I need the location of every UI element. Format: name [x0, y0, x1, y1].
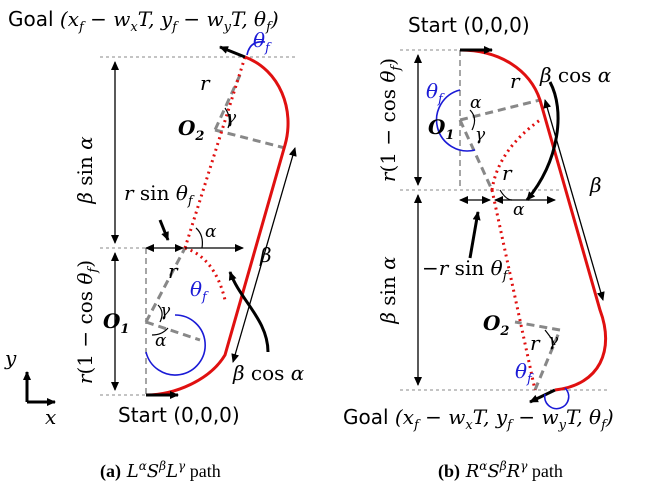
axes-indicator: y x	[4, 346, 56, 429]
r-sin-theta-label-a: r sin θf	[124, 181, 195, 209]
red-dotted-arc-b	[490, 118, 541, 191]
red-path-b	[459, 48, 608, 392]
gamma-label-b: γ	[475, 125, 486, 145]
alpha-arc-a-lower	[151, 327, 169, 336]
r-one-minus-cos-label-a: r(1 − cos θf)	[73, 260, 101, 384]
panel-a: Goal (xf − wxT, yf − wyT, θf) θf r γ O2 …	[8, 7, 305, 482]
theta-arc-goal-b	[543, 387, 570, 410]
goal-heading-arrow-a	[219, 45, 246, 59]
radius-dashed-b-o2-lower	[514, 320, 561, 332]
beta-dimension-b	[543, 99, 605, 301]
beta-cos-alpha-pointer-b	[525, 81, 560, 201]
alpha-label-b-mid: α	[513, 200, 525, 220]
x-axis-label: x	[45, 405, 56, 429]
gamma-label-a-top: γ	[226, 108, 237, 128]
gamma-label-a-bottom: γ	[160, 301, 171, 321]
radius-dashed-o1-lower	[145, 320, 201, 342]
theta-f-o1-a: θf	[190, 277, 209, 305]
red-dotted-straight	[183, 56, 247, 249]
start-label-b: Start (0,0,0)	[408, 13, 530, 37]
neg-r-sin-theta-pointer	[468, 211, 481, 259]
r-sin-theta-pointer	[158, 219, 170, 241]
beta-dimension-a	[231, 147, 297, 363]
o1-label-a: O1	[103, 309, 129, 337]
theta-arc-o1-b	[435, 89, 476, 152]
goal-heading-arrow-b	[529, 388, 556, 404]
alpha-arc-b	[469, 109, 476, 131]
alpha-arc-b-mid	[499, 189, 513, 201]
theta-f-o1-b: θf	[426, 79, 445, 107]
r-label-b-mid: r	[502, 161, 513, 185]
red-dotted-straight-b	[490, 189, 537, 391]
o2-label-b: O2	[483, 311, 509, 339]
theta-arc-o1-a	[145, 314, 206, 376]
o1-label-b: O1	[428, 115, 454, 143]
beta-cos-alpha-pointer-a	[228, 271, 270, 353]
alpha-label-a-bottom: α	[155, 331, 167, 351]
alpha-arc-a-mid	[195, 227, 203, 249]
goal-label-b: Goal (xf − wxT, yf − wyT, θf)	[343, 405, 614, 433]
gamma-label-b-bottom: γ	[548, 331, 559, 351]
panel-b: Start (0,0,0) θf r β cos α α O1 γ r(1 − …	[343, 13, 614, 482]
radius-dashed-o1-upper	[144, 247, 187, 323]
theta-arc-goal-a	[246, 40, 266, 56]
radius-dashed-o2-upper	[213, 74, 242, 131]
caption-b: (b) RαSβRγ path	[438, 459, 563, 482]
gamma-arc-a-upper	[224, 107, 231, 129]
start-label-a: Start (0,0,0)	[118, 403, 240, 427]
goal-label-a: Goal (xf − wxT, yf − wyT, θf)	[8, 7, 279, 35]
beta-sin-alpha-label-a: β sin α	[73, 136, 97, 205]
r-label-a-top: r	[200, 71, 211, 95]
theta-f-goal-b: θf	[515, 359, 534, 387]
radius-dashed-b-o1-upper	[459, 98, 541, 122]
r-label-b-bottom: r	[530, 331, 541, 355]
alpha-label-b: α	[470, 93, 482, 113]
beta-cos-alpha-label-b: β cos α	[539, 63, 612, 87]
beta-cos-alpha-label-a: β cos α	[232, 361, 305, 385]
alpha-label-a-mid: α	[205, 222, 217, 242]
beta-label-a: β	[259, 243, 272, 267]
gamma-arc-b	[544, 329, 556, 346]
red-dotted-arc	[184, 246, 227, 301]
r-one-minus-cos-label-b: r(1 − cos θf)	[376, 58, 404, 182]
neg-r-sin-theta-label-b: −r sin θf	[422, 256, 510, 284]
radius-dashed-o2-lower	[214, 128, 286, 150]
gamma-arc-a	[157, 304, 163, 323]
y-axis-label: y	[4, 346, 17, 370]
o2-label-a: O2	[178, 116, 204, 144]
beta-label-b: β	[589, 173, 602, 197]
r-label-b-top: r	[510, 69, 521, 93]
beta-sin-alpha-label-b: β sin α	[376, 256, 400, 325]
radius-dashed-b-o2-upper	[533, 329, 562, 391]
red-path-a	[145, 55, 290, 397]
caption-a: (a) LαSβLγ path	[100, 459, 221, 482]
r-label-a-bottom: r	[168, 259, 179, 283]
